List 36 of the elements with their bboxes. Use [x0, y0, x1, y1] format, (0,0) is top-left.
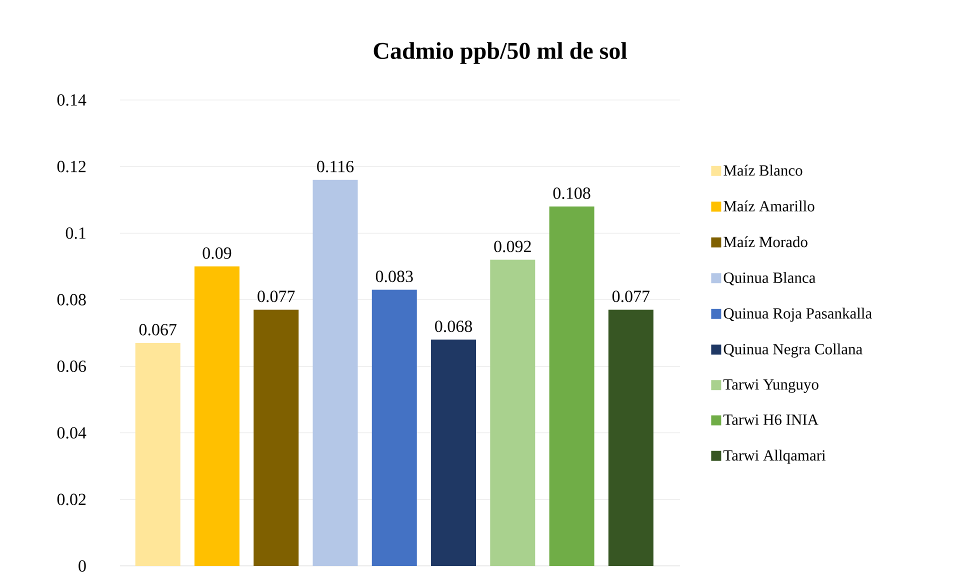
bar [312, 180, 358, 566]
legend-label: Maíz Blanco [724, 164, 802, 176]
data-label: 0.09 [202, 247, 232, 259]
data-label: 0.077 [258, 290, 295, 302]
bar [549, 206, 594, 566]
legend-label: Tarwi H6 INIA [723, 414, 818, 425]
y-tick-label: 0.02 [57, 494, 86, 506]
y-tick-label: 0 [78, 560, 86, 572]
bar [372, 290, 417, 566]
legend-label: Quinua Roja Pasankalla [724, 308, 872, 322]
bar [490, 260, 536, 566]
legend-label: Tarwi Allqamari [723, 450, 826, 464]
legend-label: Maíz Amarillo [724, 200, 814, 212]
legend-label: Tarwi Yunguyo [723, 379, 818, 393]
y-tick-label: 0.12 [57, 160, 86, 172]
bar [608, 310, 654, 566]
data-label: 0.108 [553, 187, 590, 199]
data-label: 0.067 [139, 324, 176, 336]
legend-label: Maíz Morado [724, 236, 808, 248]
data-label: 0.077 [612, 290, 650, 302]
y-tick-label: 0.14 [57, 94, 86, 106]
bar [135, 342, 180, 566]
data-label: 0.092 [494, 240, 531, 252]
chart-title: Cadmio ppb/50 ml de sol [374, 42, 627, 64]
y-tick-label: 0.1 [66, 227, 86, 239]
data-label: 0.083 [376, 270, 413, 282]
y-tick-label: 0.04 [57, 427, 86, 439]
data-label: 0.068 [435, 320, 472, 332]
legend-label: Quinua Blanca [724, 272, 816, 286]
legend-label: Quinua Negra Collana [724, 344, 862, 358]
bar [194, 266, 240, 566]
y-tick-label: 0.06 [57, 360, 86, 372]
data-label: 0.116 [317, 160, 354, 172]
y-tick-label: 0.08 [57, 294, 86, 306]
bar [254, 310, 299, 566]
bar [431, 340, 476, 566]
